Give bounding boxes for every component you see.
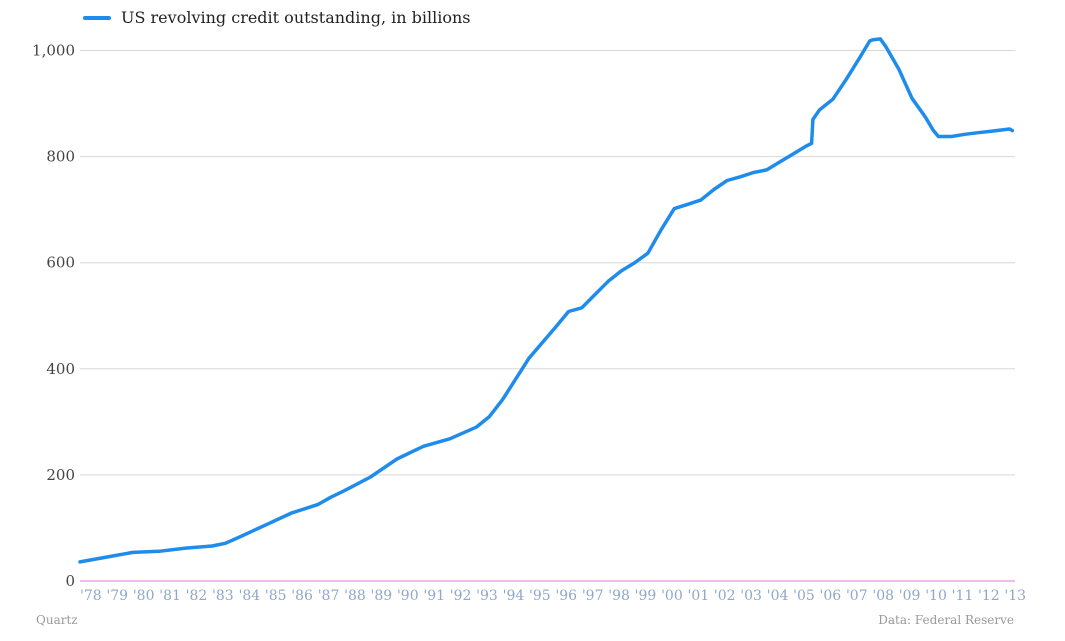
x-tick-label: '90 xyxy=(397,588,419,604)
x-tick-label: '78 xyxy=(80,588,102,604)
legend-series-label: US revolving credit outstanding, in bill… xyxy=(121,8,471,27)
series-line xyxy=(78,37,1015,564)
x-tick-label: '02 xyxy=(714,588,736,604)
y-tick-label: 200 xyxy=(46,466,75,484)
x-tick-label: '10 xyxy=(925,588,947,604)
x-tick-label: '98 xyxy=(608,588,630,604)
x-tick-label: '79 xyxy=(106,588,128,604)
x-tick-label: '94 xyxy=(503,588,525,604)
x-tick-label: '07 xyxy=(846,588,868,604)
x-tick-label: '96 xyxy=(555,588,577,604)
x-tick-label: '06 xyxy=(820,588,842,604)
x-tick-label: '92 xyxy=(450,588,472,604)
x-tick-label: '81 xyxy=(159,588,181,604)
x-tick-label: '86 xyxy=(291,588,313,604)
x-tick-label: '12 xyxy=(978,588,1000,604)
x-tick-label: '01 xyxy=(687,588,709,604)
y-tick-label: 800 xyxy=(46,148,75,166)
x-tick-label: '91 xyxy=(423,588,445,604)
x-tick-label: '04 xyxy=(767,588,789,604)
x-tick-label: '13 xyxy=(1004,588,1026,604)
x-tick-label: '83 xyxy=(212,588,234,604)
x-tick-label: '95 xyxy=(529,588,551,604)
y-tick-label: 1,000 xyxy=(32,42,75,60)
y-tick-label: 0 xyxy=(65,572,75,590)
x-tick-label: '09 xyxy=(899,588,921,604)
x-tick-label: '08 xyxy=(872,588,894,604)
x-tick-label: '87 xyxy=(318,588,340,604)
x-tick-label: '80 xyxy=(133,588,155,604)
x-tick-label: '05 xyxy=(793,588,815,604)
x-tick-label: '82 xyxy=(186,588,208,604)
x-tick-label: '97 xyxy=(582,588,604,604)
source-credit: Quartz xyxy=(36,613,78,627)
y-tick-label: 400 xyxy=(46,360,75,378)
x-tick-label: '11 xyxy=(952,588,974,604)
x-tick-label: '00 xyxy=(661,588,683,604)
x-tick-label: '88 xyxy=(344,588,366,604)
x-tick-label: '99 xyxy=(635,588,657,604)
x-tick-label: '03 xyxy=(740,588,762,604)
y-tick-label: 600 xyxy=(46,254,75,272)
legend: US revolving credit outstanding, in bill… xyxy=(83,8,470,27)
data-credit: Data: Federal Reserve xyxy=(878,613,1014,627)
legend-swatch xyxy=(83,15,111,20)
x-tick-label: '85 xyxy=(265,588,287,604)
x-tick-label: '93 xyxy=(476,588,498,604)
x-tick-label: '89 xyxy=(371,588,393,604)
x-tick-label: '84 xyxy=(238,588,260,604)
